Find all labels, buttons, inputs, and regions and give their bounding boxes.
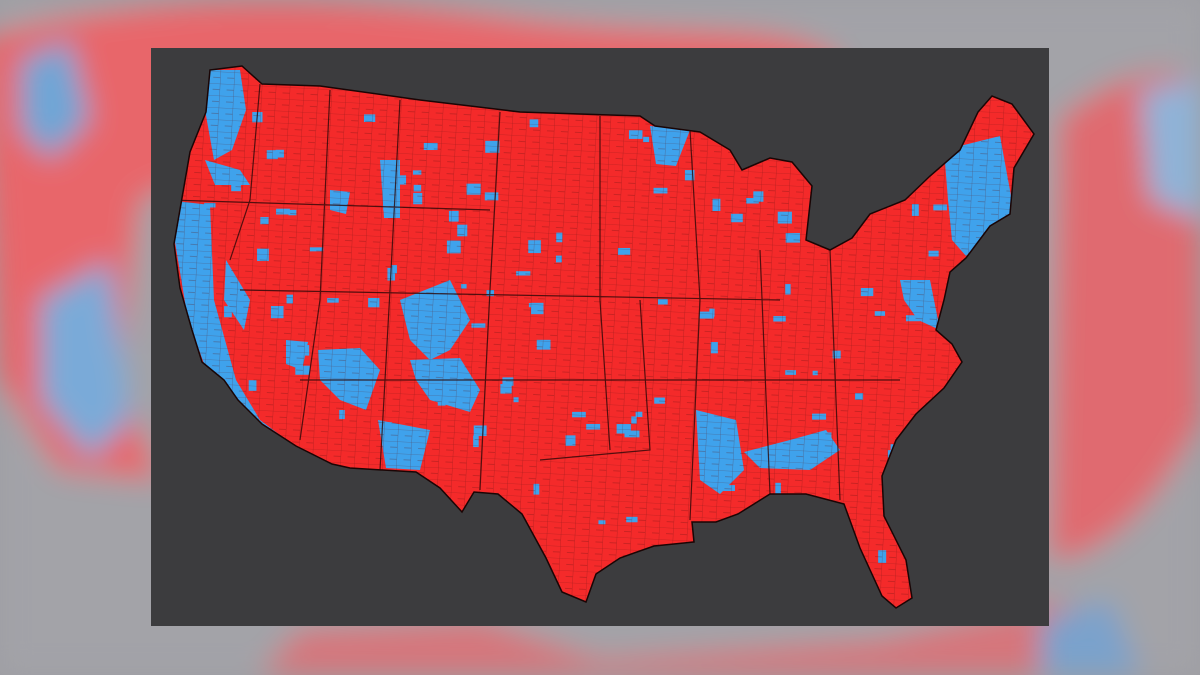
background-blob-blue (1040, 600, 1140, 675)
background-blob-blue (40, 260, 130, 460)
state-borders (174, 83, 900, 521)
background-blob-blue (1140, 80, 1200, 220)
state-border (174, 83, 900, 521)
background-blob-blue (20, 40, 90, 160)
background-blob (260, 600, 1120, 675)
